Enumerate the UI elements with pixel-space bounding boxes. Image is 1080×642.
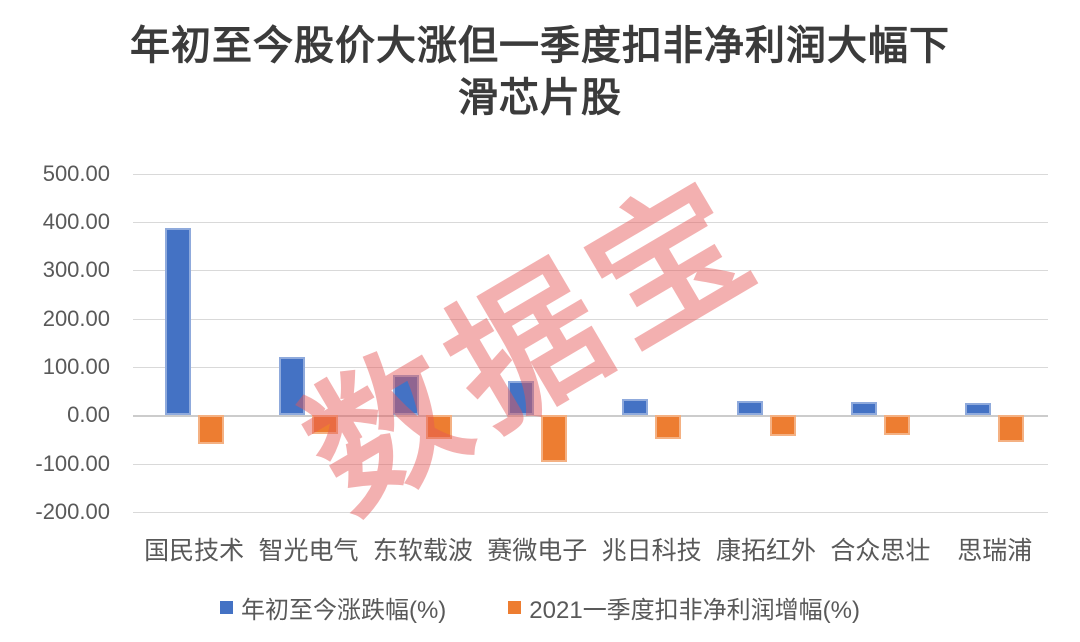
bar-blue-国民技术	[164, 227, 191, 416]
chart-title-line2: 滑芯片股	[458, 76, 622, 120]
bar-orange-思瑞浦	[998, 415, 1025, 443]
bar-orange-东软载波	[426, 415, 453, 440]
legend-label-q1-profit: 2021一季度扣非净利润增幅(%)	[529, 597, 861, 624]
chart-title-line1: 年初至今股价大涨但一季度扣非净利润大幅下	[130, 24, 950, 68]
bar-blue-兆日科技	[622, 399, 649, 416]
bar-blue-康拓红外	[736, 400, 763, 416]
y-axis-tick-label: -200.00	[35, 499, 110, 524]
x-axis-label-合众思壮: 合众思壮	[830, 537, 931, 565]
y-axis-tick-label: -100.00	[35, 450, 110, 476]
x-axis-label-赛微电子: 赛微电子	[487, 537, 588, 565]
bar-orange-国民技术	[197, 415, 224, 445]
gridline	[133, 318, 1048, 320]
x-axis-label-康拓红外: 康拓红外	[716, 537, 817, 565]
y-axis-tick-label: 300.00	[42, 257, 110, 283]
gridline	[133, 463, 1048, 465]
y-axis-tick-label: 100.00	[42, 353, 110, 379]
bar-orange-赛微电子	[540, 415, 567, 462]
bar-blue-合众思壮	[850, 401, 877, 416]
bar-blue-智光电气	[279, 357, 306, 416]
gridline	[133, 366, 1048, 368]
y-axis-tick-label: 500.00	[42, 160, 110, 186]
y-axis-tick-label: 0.00	[67, 402, 110, 428]
legend: 年初至今涨跌幅(%) 2021一季度扣非净利润增幅(%)	[0, 590, 1080, 625]
chart-title: 年初至今股价大涨但一季度扣非净利润大幅下 滑芯片股	[0, 20, 1080, 124]
bar-blue-思瑞浦	[965, 402, 992, 416]
y-axis-tick-label: 400.00	[42, 208, 110, 234]
legend-swatch-blue-icon	[219, 601, 233, 614]
bar-orange-兆日科技	[655, 415, 682, 439]
x-axis-label-兆日科技: 兆日科技	[601, 537, 702, 565]
y-axis-tick-label: 200.00	[42, 305, 110, 331]
legend-swatch-orange-icon	[508, 601, 522, 614]
x-axis-label-国民技术: 国民技术	[144, 537, 245, 565]
x-axis-label-智光电气: 智光电气	[258, 537, 359, 565]
legend-item-ytd-change: 年初至今涨跌幅(%)	[219, 590, 447, 625]
gridline	[133, 173, 1048, 175]
legend-item-q1-profit: 2021一季度扣非净利润增幅(%)	[508, 590, 860, 625]
bar-orange-康拓红外	[769, 415, 796, 437]
zero-axis-line	[133, 415, 1048, 418]
bar-blue-东软载波	[393, 375, 420, 416]
legend-label-ytd-change: 年初至今涨跌幅(%)	[240, 597, 447, 624]
gridline	[133, 270, 1048, 272]
gridline	[133, 221, 1048, 223]
x-axis-label-思瑞浦: 思瑞浦	[957, 537, 1033, 565]
gridline	[133, 512, 1048, 513]
bar-blue-赛微电子	[507, 380, 534, 416]
bar-orange-合众思壮	[883, 415, 910, 436]
watermark-text: 数据宝	[278, 146, 788, 542]
x-axis-label-东软载波: 东软载波	[372, 537, 473, 565]
bar-orange-智光电气	[312, 415, 339, 434]
